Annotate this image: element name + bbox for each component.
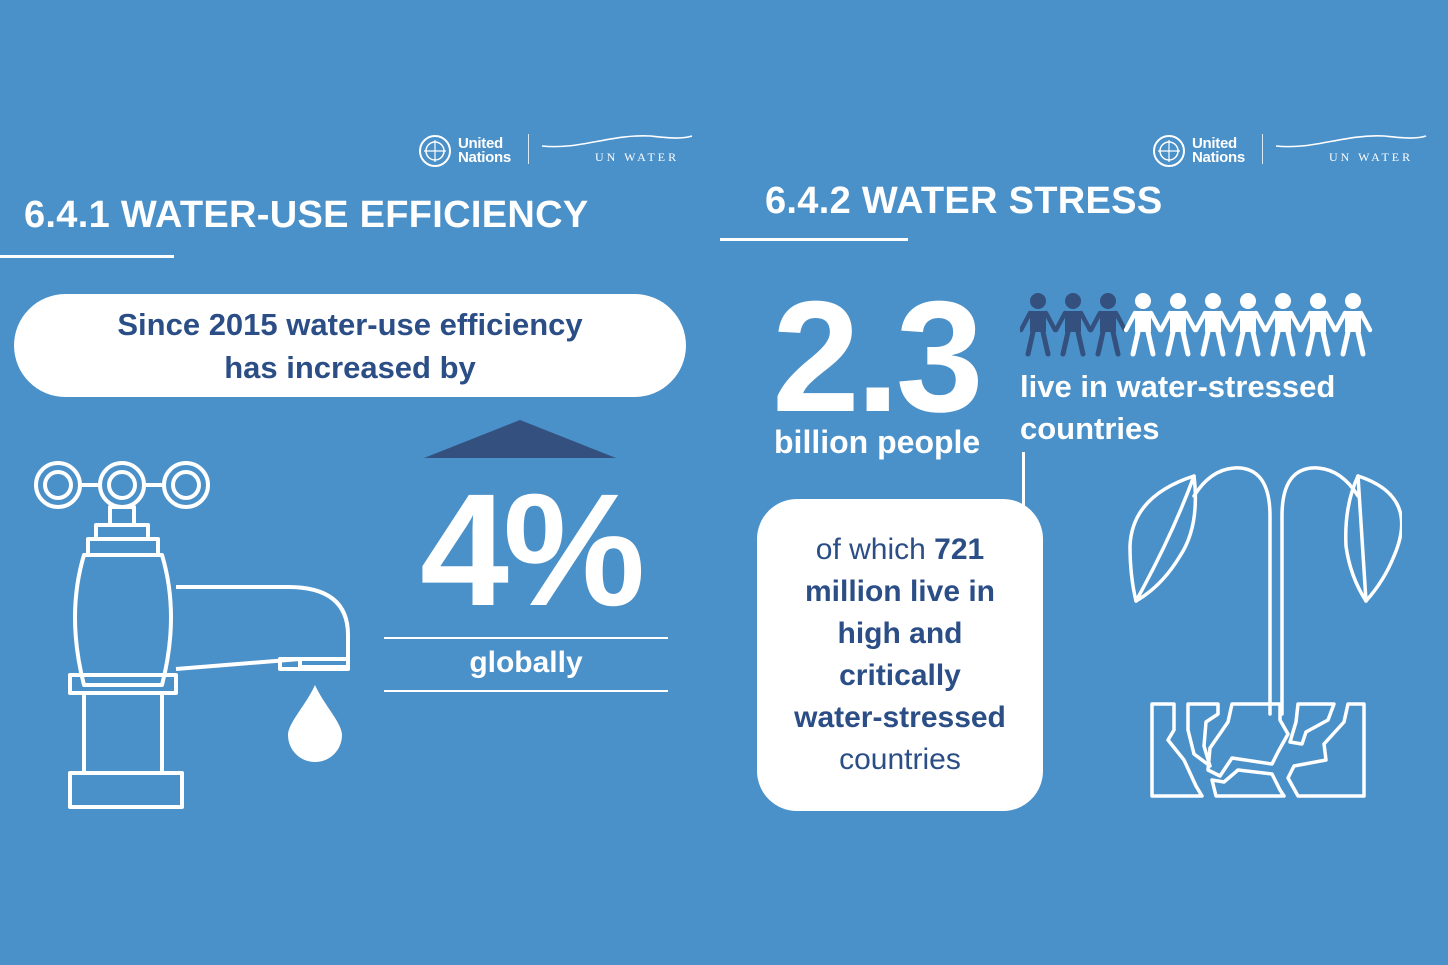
callout-bold-text: critically <box>839 659 961 692</box>
callout-line2: million live in <box>757 571 1043 613</box>
heading-underline-right <box>720 238 908 241</box>
person-icon <box>1158 293 1198 357</box>
pill-line1: Since 2015 water-use efficiency <box>117 306 583 342</box>
person-highlighted-icon <box>1053 293 1093 357</box>
heading-underline-left <box>0 255 174 258</box>
people-caption-line2: countries <box>1020 411 1160 446</box>
people-chain-icon <box>1020 293 1373 357</box>
person-icon <box>1333 293 1373 357</box>
wave-icon <box>1275 135 1427 148</box>
un-water-text: UN WATER <box>1329 150 1414 164</box>
faucet-icon <box>34 461 350 809</box>
un-logo: United Nations <box>418 134 511 168</box>
person-icon <box>1123 293 1163 357</box>
person-icon <box>1298 293 1338 357</box>
un-water-logo: UN WATER <box>540 132 695 166</box>
person-highlighted-icon <box>1020 293 1058 357</box>
un-water-text: UN WATER <box>595 150 680 164</box>
un-name-line2: Nations <box>1192 149 1245 166</box>
callout-line6: countries <box>839 743 961 776</box>
un-emblem-icon <box>419 135 451 167</box>
stat-rule-bottom <box>384 690 668 692</box>
cracked-soil-icon <box>1150 702 1366 798</box>
stress-stat: 2.3 <box>772 269 984 445</box>
people-caption: live in water-stressed countries <box>1020 366 1335 450</box>
person-highlighted-icon <box>1088 293 1128 357</box>
efficiency-stat: 4% <box>420 460 645 639</box>
up-arrow-icon <box>424 420 616 458</box>
stat-label-globally: globally <box>469 646 583 679</box>
water-drop-icon <box>288 685 342 762</box>
un-water-logo-right: UN WATER <box>1274 132 1429 166</box>
callout-number: 721 <box>934 533 985 566</box>
callout-line3: high and <box>757 613 1043 655</box>
stat-rule-top <box>384 637 668 639</box>
stat-label-billion-people: billion people <box>774 424 981 460</box>
callout-box: of which 721 million live in high and cr… <box>757 499 1043 811</box>
people-caption-line1: live in water-stressed <box>1020 369 1336 404</box>
person-icon <box>1193 293 1233 357</box>
callout-connector <box>1022 452 1025 510</box>
callout-bold-text: million live in <box>804 575 996 608</box>
callout-prefix: of which <box>815 533 935 566</box>
pill-line2: has increased by <box>224 349 476 385</box>
un-name-line1: United <box>1192 135 1237 152</box>
callout-line5: water-stressed <box>757 697 1043 739</box>
un-emblem-icon <box>1153 135 1185 167</box>
person-icon <box>1263 293 1303 357</box>
un-logo-right: United Nations <box>1152 134 1245 168</box>
un-name-line1: United <box>458 135 503 152</box>
heading-water-stress: 6.4.2 WATER STRESS <box>765 180 1163 222</box>
heading-water-use-efficiency: 6.4.1 WATER-USE EFFICIENCY <box>24 194 589 236</box>
wilted-plant-icon <box>1128 466 1402 716</box>
callout-line1: of which 721 <box>757 529 1043 571</box>
logo-divider <box>528 134 529 164</box>
person-icon <box>1228 293 1268 357</box>
callout-bold-text: water-stressed <box>794 701 1006 734</box>
un-name-line2: Nations <box>458 149 511 166</box>
efficiency-pill: Since 2015 water-use efficiency has incr… <box>14 294 686 397</box>
callout-line4: critically <box>757 655 1043 697</box>
callout-bold-text: high and <box>837 617 963 650</box>
logo-divider-right <box>1262 134 1263 164</box>
wave-icon <box>541 135 693 148</box>
